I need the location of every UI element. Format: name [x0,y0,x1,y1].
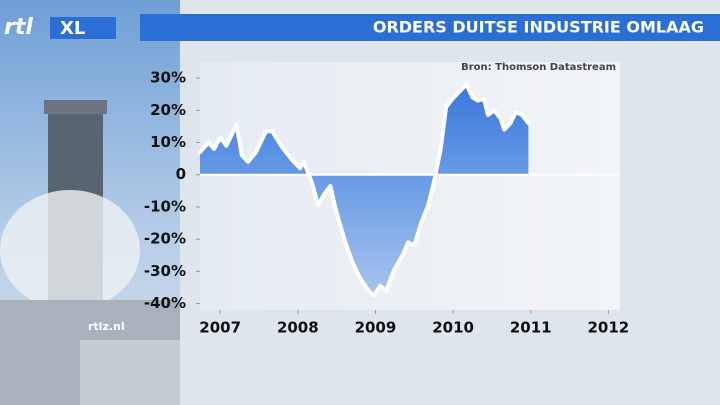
y-tick-label: -40% [144,294,186,312]
x-tick-label: 2011 [510,319,552,337]
logo: rtl XL [4,15,116,40]
y-tick-label: 20% [150,101,186,119]
logo-xl: XL [60,18,85,39]
y-tick-label: 0 [176,165,186,183]
x-tick-label: 2010 [432,319,474,337]
tank [80,340,180,405]
brand: rtlz.nl [88,320,125,333]
y-tick-label: -20% [144,230,186,248]
area [200,84,529,296]
logo-rtl: rtl [4,15,33,40]
x-tick-label: 2008 [277,319,319,337]
y-tick-label: 10% [150,133,186,151]
y-tick-label: 30% [150,69,186,87]
title: ORDERS DUITSE INDUSTRIE OMLAAG [373,18,704,37]
chimney-top [44,100,107,114]
logo-box [50,17,116,39]
x-tick-label: 2009 [355,319,397,337]
y-tick-label: -30% [144,262,186,280]
y-tick-label: -10% [144,197,186,215]
source: Bron: Thomson Datastream [461,62,616,73]
x-tick-label: 2012 [587,319,629,337]
smoke [0,190,140,310]
x-tick-label: 2007 [199,319,241,337]
line [198,82,531,298]
title-bar [140,14,720,41]
